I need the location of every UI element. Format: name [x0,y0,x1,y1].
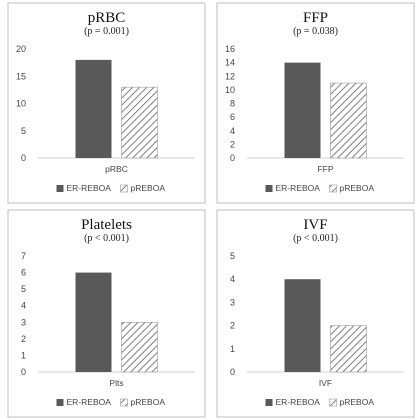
bar-preboa [121,86,158,159]
legend-swatch [329,398,337,407]
legend-swatch [56,185,64,192]
legend: ER-REBOA pREBOA [265,397,375,407]
y-tick-label: 6 [230,112,235,122]
y-tick-label: 1 [21,350,26,360]
y-tick-label: 14 [225,58,235,68]
y-tick-label: 5 [21,126,26,136]
chart-subtitle: (p = 0.001) [84,26,129,37]
y-tick-label: 8 [230,99,235,109]
chart-subtitle: (p < 0.001) [293,233,338,244]
chart-title: IVF [303,217,327,233]
y-tick-label: 16 [225,44,235,54]
legend-label: pREBOA [131,397,166,407]
chart-subtitle: (p = 0.038) [293,26,338,37]
y-tick-label: 12 [225,71,235,81]
y-tick-label: 6 [21,268,26,278]
bar-er-reboa [75,272,112,372]
chart-title: pRBC [88,10,126,26]
y-tick-label: 0 [230,153,235,163]
chart-title: Platelets [81,217,132,233]
x-category-label: pRBC [105,164,128,174]
y-tick-label: 10 [225,85,235,95]
legend-swatch [265,399,273,406]
legend-label: ER-REBOA [276,397,321,407]
y-tick-label: 10 [16,99,26,109]
y-tick-label: 4 [21,301,26,311]
legend-label: ER-REBOA [67,183,112,193]
legend-swatch [265,185,273,192]
x-category-label: Plts [109,378,123,388]
legend-label: ER-REBOA [276,183,321,193]
y-tick-label: 5 [230,251,235,261]
y-tick-label: 2 [230,321,235,331]
chart-panel-2: Platelets(p < 0.001) 0 1 2 3 4 5 6 7 Plts ER-REBOA… [7,209,206,418]
y-tick-label: 0 [21,153,26,163]
y-tick-label: 0 [230,367,235,377]
legend-swatch [56,399,64,406]
legend-label: ER-REBOA [67,397,112,407]
y-tick-label: 4 [230,274,235,284]
legend-label: pREBOA [340,397,375,407]
chart-title: FFP [303,10,328,26]
y-tick-label: 2 [21,334,26,344]
y-tick-label: 3 [230,297,235,307]
bar-er-reboa [75,59,112,158]
legend-swatch [120,184,128,193]
bar-preboa [330,82,367,159]
legend: ER-REBOA pREBOA [56,183,166,193]
legend-label: pREBOA [340,183,375,193]
x-category-label: FFP [317,164,333,174]
bar-er-reboa [284,62,321,158]
y-tick-label: 15 [16,71,26,81]
bar-preboa [121,321,158,373]
legend: ER-REBOA pREBOA [265,183,375,193]
y-tick-label: 2 [230,139,235,149]
y-tick-label: 20 [16,44,26,54]
legend-swatch [120,398,128,407]
y-tick-label: 7 [21,251,26,261]
chart-subtitle: (p < 0.001) [84,233,129,244]
y-tick-label: 1 [230,344,235,354]
bar-er-reboa [284,279,321,372]
legend-swatch [329,184,337,193]
legend: ER-REBOA pREBOA [56,397,166,407]
legend-label: pREBOA [131,183,166,193]
bar-preboa [330,325,367,373]
x-category-label: IVF [319,378,332,388]
y-tick-label: 5 [21,284,26,294]
y-tick-label: 4 [230,126,235,136]
y-tick-label: 3 [21,317,26,327]
y-tick-label: 0 [21,367,26,377]
